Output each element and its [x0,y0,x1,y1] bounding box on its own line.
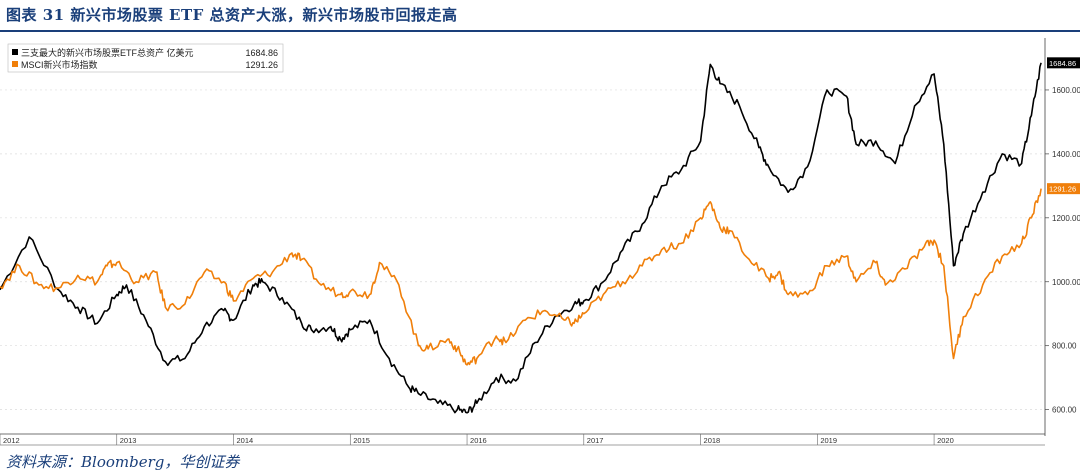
y-tick-label: 1600.00 [1052,86,1080,95]
plot-background [0,34,1080,450]
legend-value-series1: 1684.86 [245,48,278,58]
y-tick-label: 800.00 [1052,342,1077,351]
grid-lines [0,89,1045,410]
y-axis-labels: 600.00 800.00 1000.00 1200.00 1400.00 1600.00 [1052,86,1080,415]
y-tick-label: 600.00 [1052,406,1077,415]
x-tick-label: 2019 [820,436,837,445]
last-value-tag-1 [1047,57,1080,69]
last-value-tags: 1684.86 1291.26 [1047,57,1080,195]
x-tick-label: 2012 [3,436,20,445]
legend: 三支最大的新兴市场股票ETF总资产 亿美元 1684.86 MSCI新兴市场指数… [7,43,284,73]
x-tick-label: 2018 [704,436,721,445]
y-tick-label: 1000.00 [1052,278,1080,287]
last-value-text-2: 1291.26 [1049,185,1076,194]
line-chart: 600.00 800.00 1000.00 1200.00 1400.00 1600.00… [0,34,1080,450]
series-lines [0,62,1042,414]
x-tick-label: 2015 [353,436,370,445]
x-tick-label: 2014 [237,436,254,445]
legend-label-series1: 三支最大的新兴市场股票ETF总资产 亿美元 [21,47,194,58]
x-tick-label: 2020 [937,436,954,445]
y-tick-label: 1400.00 [1052,150,1080,159]
legend-swatch-series2 [12,61,18,67]
figure-title: 图表 31 新兴市场股票 ETF 总资产大涨，新兴市场股市回报走高 [6,6,458,24]
series-line-2 [0,188,1042,366]
x-tick-label: 2013 [120,436,137,445]
last-value-tag-2 [1047,183,1080,195]
axes [0,38,1049,446]
title-divider [0,30,1080,32]
x-axis-labels: 2012 2013 2014 2015 2016 2017 2018 2019 2020 [3,436,954,445]
series-line-1 [0,62,1042,414]
x-tick-label: 2016 [470,436,487,445]
last-value-text-1: 1684.86 [1049,59,1076,68]
source-note: 资料来源：Bloomberg，华创证券 [6,453,240,471]
y-tick-label: 1200.00 [1052,214,1080,223]
legend-box [7,43,284,73]
legend-swatch-series1 [12,49,18,55]
legend-label-series2: MSCI新兴市场指数 [21,59,98,70]
x-tick-label: 2017 [587,436,604,445]
legend-value-series2: 1291.26 [245,60,278,70]
